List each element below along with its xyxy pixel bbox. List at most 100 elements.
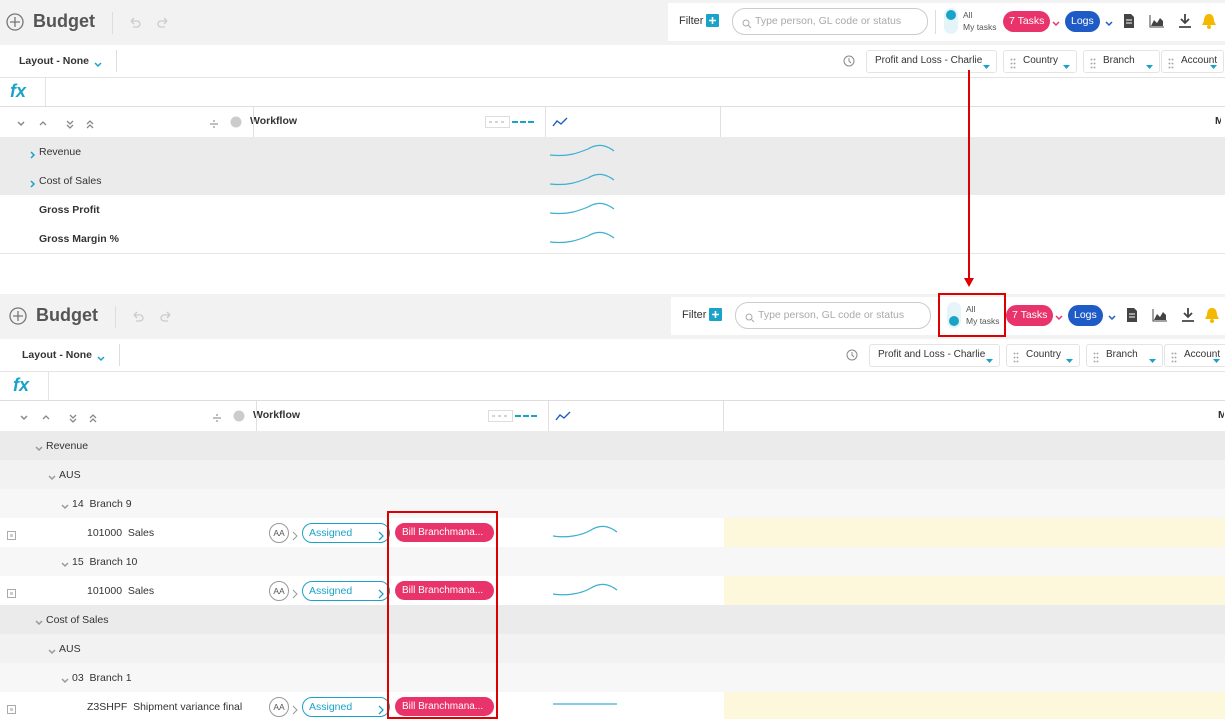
dimension-filter[interactable]: Country [1003, 50, 1077, 73]
search-box[interactable]: Type person, GL code or status [732, 8, 928, 35]
table-row [0, 224, 1225, 254]
workflow-status[interactable]: Assigned [302, 523, 390, 543]
row-select[interactable] [7, 702, 17, 714]
collapse-row[interactable] [60, 557, 70, 568]
collapse-row[interactable] [47, 644, 57, 655]
table-row [0, 137, 1225, 167]
tasks-button[interactable]: 7 Tasks [1003, 11, 1051, 32]
report-icon[interactable] [1123, 13, 1135, 29]
row-select[interactable] [7, 528, 17, 540]
report-icon[interactable] [1126, 307, 1138, 323]
undo[interactable] [128, 15, 142, 29]
status-label: Assigned [309, 701, 353, 713]
tree-control[interactable] [38, 116, 48, 126]
sparkline-graphic [553, 703, 617, 705]
row-select[interactable] [7, 586, 17, 598]
logs-menu[interactable] [1107, 310, 1117, 321]
formula-button[interactable]: fx [13, 375, 30, 395]
search-box[interactable]: Type person, GL code or status [735, 302, 931, 329]
history-icon[interactable] [845, 348, 859, 362]
tree-control[interactable] [68, 410, 78, 423]
dimension-filter[interactable]: Profit and Loss - Charlie [866, 50, 997, 73]
undo-graphic [133, 311, 144, 322]
filter-add[interactable] [706, 14, 720, 28]
assignee[interactable]: Bill Branchmana... [395, 523, 494, 542]
dimension-label: Branch [1106, 349, 1138, 360]
download-icon[interactable] [1178, 13, 1192, 29]
expand-row[interactable] [28, 176, 38, 188]
layout-menu[interactable] [93, 57, 103, 68]
redo[interactable] [159, 309, 173, 323]
collapse-row[interactable] [47, 470, 57, 481]
tree-control[interactable] [41, 410, 51, 420]
workflow-initials[interactable]: AA [269, 581, 289, 601]
collapse-row[interactable] [34, 615, 44, 626]
workflow-arrow-graphic [292, 705, 298, 715]
dimension-filter[interactable]: Branch [1083, 50, 1160, 73]
editable-cells [724, 692, 1225, 719]
dimension-filter[interactable]: Branch [1086, 344, 1163, 367]
assignee[interactable]: Bill Branchmana... [395, 697, 494, 716]
sparkline-graphic [549, 231, 615, 244]
tree-control[interactable] [212, 410, 222, 422]
layout-label[interactable]: Layout - None [19, 55, 89, 67]
filter-label[interactable]: Filter [682, 309, 707, 321]
collapse-row[interactable] [34, 441, 44, 452]
tasks-button[interactable]: 7 Tasks [1006, 305, 1054, 326]
tree-control[interactable] [88, 410, 98, 423]
toggle-all[interactable]: All [966, 304, 976, 314]
dimension-filter[interactable]: Profit and Loss - Charlie [869, 344, 1000, 367]
tasks-menu[interactable] [1051, 16, 1061, 27]
tree-control[interactable] [19, 410, 29, 421]
status-next [377, 528, 385, 541]
download-icon[interactable] [1181, 307, 1195, 323]
workflow-view-toggle[interactable] [485, 115, 535, 128]
toggle-all[interactable]: All [963, 10, 973, 20]
notifications-icon[interactable] [1203, 306, 1221, 324]
history-icon[interactable] [842, 54, 856, 68]
tasks-menu[interactable] [1054, 310, 1064, 321]
task-toggle[interactable] [947, 302, 961, 328]
notifications-icon-graphic [1202, 14, 1216, 29]
logs-button[interactable]: Logs [1065, 11, 1100, 32]
dimension-caret-graphic [1146, 65, 1153, 69]
workflow-initials[interactable]: AA [269, 523, 289, 543]
toggle-my-tasks[interactable]: My tasks [963, 22, 997, 32]
sparkline [548, 170, 618, 190]
notifications-icon[interactable] [1200, 12, 1218, 30]
logs-menu[interactable] [1104, 16, 1114, 27]
dimension-caret [1066, 352, 1074, 363]
download-icon-graphic [1182, 308, 1194, 322]
task-toggle[interactable] [944, 8, 958, 34]
tree-control[interactable] [85, 116, 95, 129]
undo[interactable] [131, 309, 145, 323]
workflow-arrow-graphic [292, 531, 298, 541]
sparkline-graphic [552, 525, 618, 538]
dimension-filter[interactable]: Account [1161, 50, 1224, 73]
workflow-status[interactable]: Assigned [302, 697, 390, 717]
layout-label[interactable]: Layout - None [22, 349, 92, 361]
toggle-my-tasks[interactable]: My tasks [966, 316, 1000, 326]
tree-control[interactable] [16, 116, 26, 127]
expand-row[interactable] [28, 147, 38, 159]
filter-add[interactable] [709, 308, 723, 322]
workflow-view-toggle[interactable] [488, 409, 538, 422]
logs-button[interactable]: Logs [1068, 305, 1103, 326]
filter-label[interactable]: Filter [679, 15, 704, 27]
dimension-filter[interactable]: Account [1164, 344, 1225, 367]
search-icon [742, 16, 752, 29]
workflow-initials[interactable]: AA [269, 697, 289, 717]
tree-control[interactable] [209, 116, 219, 128]
collapse-row[interactable] [60, 499, 70, 510]
collapse-row[interactable] [60, 673, 70, 684]
chart-icon[interactable] [1152, 308, 1168, 322]
redo[interactable] [156, 15, 170, 29]
formula-button[interactable]: fx [10, 81, 27, 101]
layout-menu[interactable] [96, 351, 106, 362]
workflow-status[interactable]: Assigned [302, 581, 390, 601]
tree-control[interactable] [65, 116, 75, 129]
chart-icon[interactable] [1149, 14, 1165, 28]
assignee[interactable]: Bill Branchmana... [395, 581, 494, 600]
status-next [377, 586, 385, 599]
dimension-filter[interactable]: Country [1006, 344, 1080, 367]
